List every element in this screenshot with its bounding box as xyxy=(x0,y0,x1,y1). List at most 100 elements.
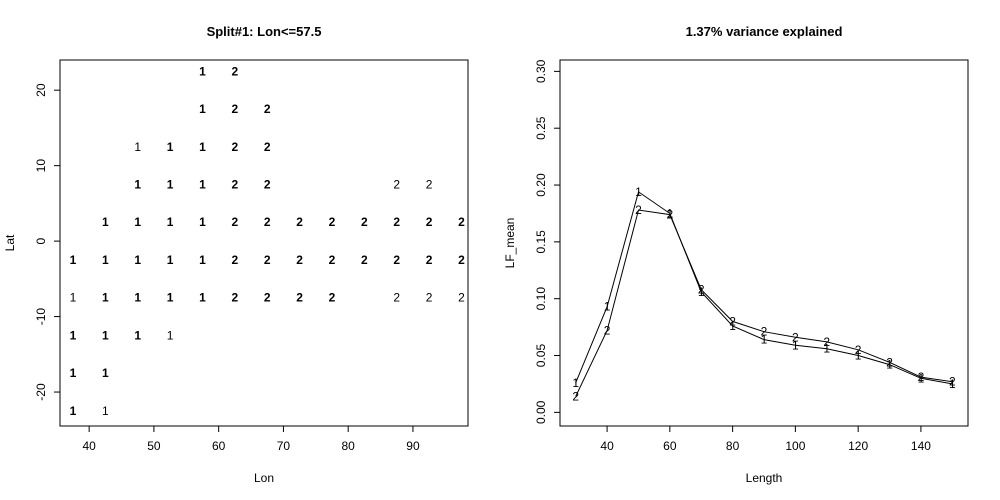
cell-label-point: 2 xyxy=(264,178,271,192)
cell-label-point: 2 xyxy=(264,102,271,116)
cell-label-point: 2 xyxy=(232,102,239,116)
right-y-tick-label: 0.15 xyxy=(534,230,548,254)
series-2-point-label: 2 xyxy=(949,375,956,389)
series-1-point-label: 1 xyxy=(949,377,956,391)
right-x-axis: 40 60 80 100 120 140 xyxy=(600,426,931,453)
series-1-point-label: 1 xyxy=(886,358,893,372)
series-1-point-label: 1 xyxy=(604,300,611,314)
cell-label-point: 1 xyxy=(199,215,206,229)
right-y-tick-label: 0.20 xyxy=(534,173,548,197)
left-plot-frame xyxy=(59,59,469,427)
cell-label-point: 2 xyxy=(232,140,239,154)
cell-label-point: 2 xyxy=(232,178,239,192)
left-x-tick-label: 50 xyxy=(147,439,161,453)
cell-label-point: 2 xyxy=(458,253,465,267)
cell-label-point: 1 xyxy=(134,291,141,305)
cell-label-point: 1 xyxy=(134,140,141,154)
left-y-tick-label: 0 xyxy=(34,237,48,244)
series-1-point-label: 1 xyxy=(823,342,830,356)
series-2-point-label: 2 xyxy=(698,283,705,297)
cell-label-point: 2 xyxy=(426,178,433,192)
series-2-point-label: 2 xyxy=(729,314,736,328)
cell-label-point: 2 xyxy=(426,253,433,267)
series-2-point-label: 2 xyxy=(918,370,925,384)
cell-label-point: 2 xyxy=(296,253,303,267)
right-x-tick-label: 80 xyxy=(726,439,740,453)
cell-label-point: 1 xyxy=(102,404,109,418)
cell-label-point: 1 xyxy=(199,178,206,192)
series-2-point-label: 2 xyxy=(823,335,830,349)
left-x-tick-label: 40 xyxy=(82,439,96,453)
cell-label-point: 1 xyxy=(134,253,141,267)
cell-label-point: 1 xyxy=(199,102,206,116)
left-y-tick-label: -10 xyxy=(34,308,48,326)
series-2-point-label: 2 xyxy=(886,355,893,369)
cell-label-point: 1 xyxy=(102,291,109,305)
cell-label-point: 2 xyxy=(329,291,336,305)
right-y-axis-label: LF_mean xyxy=(503,218,517,269)
left-y-tick-label: 20 xyxy=(34,83,48,97)
cell-label-point: 2 xyxy=(393,178,400,192)
cell-label-point: 1 xyxy=(102,366,109,380)
series-1-point-label: 1 xyxy=(918,371,925,385)
right-y-tick-label: 0.10 xyxy=(534,287,548,311)
cell-label-point: 1 xyxy=(134,328,141,342)
cell-label-point: 2 xyxy=(361,253,368,267)
cell-label-point: 2 xyxy=(296,291,303,305)
right-chart-title: 1.37% variance explained xyxy=(686,24,843,39)
cell-label-point: 1 xyxy=(199,64,206,78)
left-x-tick-label: 70 xyxy=(277,439,291,453)
cell-label-point: 1 xyxy=(70,253,77,267)
series-2-point-label: 2 xyxy=(604,324,611,338)
cell-label-point: 1 xyxy=(167,328,174,342)
left-y-tick-label: -20 xyxy=(34,383,48,401)
cell-label-point: 2 xyxy=(232,64,239,78)
left-x-tick-label: 60 xyxy=(212,439,226,453)
series-1-point-label: 1 xyxy=(792,338,799,352)
cell-label-point: 2 xyxy=(361,215,368,229)
right-x-tick-label: 40 xyxy=(600,439,614,453)
cell-label-point: 2 xyxy=(458,291,465,305)
right-x-axis-label: Length xyxy=(746,471,783,485)
left-y-tick-label: 10 xyxy=(34,159,48,173)
cell-label-point: 2 xyxy=(426,215,433,229)
cell-label-point: 2 xyxy=(264,140,271,154)
cell-label-point: 2 xyxy=(458,215,465,229)
cell-label-point: 1 xyxy=(102,215,109,229)
cell-label-point: 1 xyxy=(102,328,109,342)
cell-label-point: 1 xyxy=(199,253,206,267)
series-2-point-label: 2 xyxy=(855,343,862,357)
left-point-labels: 1 2 1 2 2 1 1 1 2 2 1 1 1 2 2 2 2 1 1 1 1 2 2 2 2 2 2 2 2 1 1 1 1 1 2 2 2 2 2 2… xyxy=(70,64,466,418)
cell-label-point: 1 xyxy=(70,328,77,342)
series-1-point-label: 1 xyxy=(761,333,768,347)
right-chart-lf-mean: 1.37% variance explained 40 60 80 100 120 140… xyxy=(503,24,969,485)
series-1-point-label: 1 xyxy=(635,185,642,199)
cell-label-point: 1 xyxy=(134,178,141,192)
left-y-axis-label: Lat xyxy=(3,234,17,251)
left-x-tick-label: 90 xyxy=(406,439,420,453)
right-y-tick-label: 0.30 xyxy=(534,59,548,83)
cell-label-point: 1 xyxy=(167,215,174,229)
series-1-point-label: 1 xyxy=(698,285,705,299)
cell-label-point: 1 xyxy=(167,253,174,267)
cell-label-point: 2 xyxy=(232,215,239,229)
right-y-tick-label: 0.00 xyxy=(534,400,548,424)
left-x-axis-label: Lon xyxy=(254,471,274,485)
cell-label-point: 2 xyxy=(393,253,400,267)
left-y-axis: -20 -10 0 10 20 xyxy=(34,83,60,401)
series-1-point-label: 1 xyxy=(572,376,579,390)
series-2-line xyxy=(575,209,953,397)
cell-label-point: 2 xyxy=(329,215,336,229)
cell-label-point: 1 xyxy=(199,140,206,154)
left-chart-lat-lon-split: Split#1: Lon<=57.5 40 50 60 70 80 90 -20 -10 0 1… xyxy=(3,24,469,485)
series-1-point-label: 1 xyxy=(667,206,674,220)
right-series-lines xyxy=(575,191,953,397)
cell-label-point: 2 xyxy=(393,291,400,305)
cell-label-point: 2 xyxy=(296,215,303,229)
cell-label-point: 2 xyxy=(232,291,239,305)
right-x-tick-label: 60 xyxy=(663,439,677,453)
right-y-tick-label: 0.25 xyxy=(534,116,548,140)
cell-label-point: 1 xyxy=(70,404,77,418)
series-1-point-label: 1 xyxy=(855,349,862,363)
